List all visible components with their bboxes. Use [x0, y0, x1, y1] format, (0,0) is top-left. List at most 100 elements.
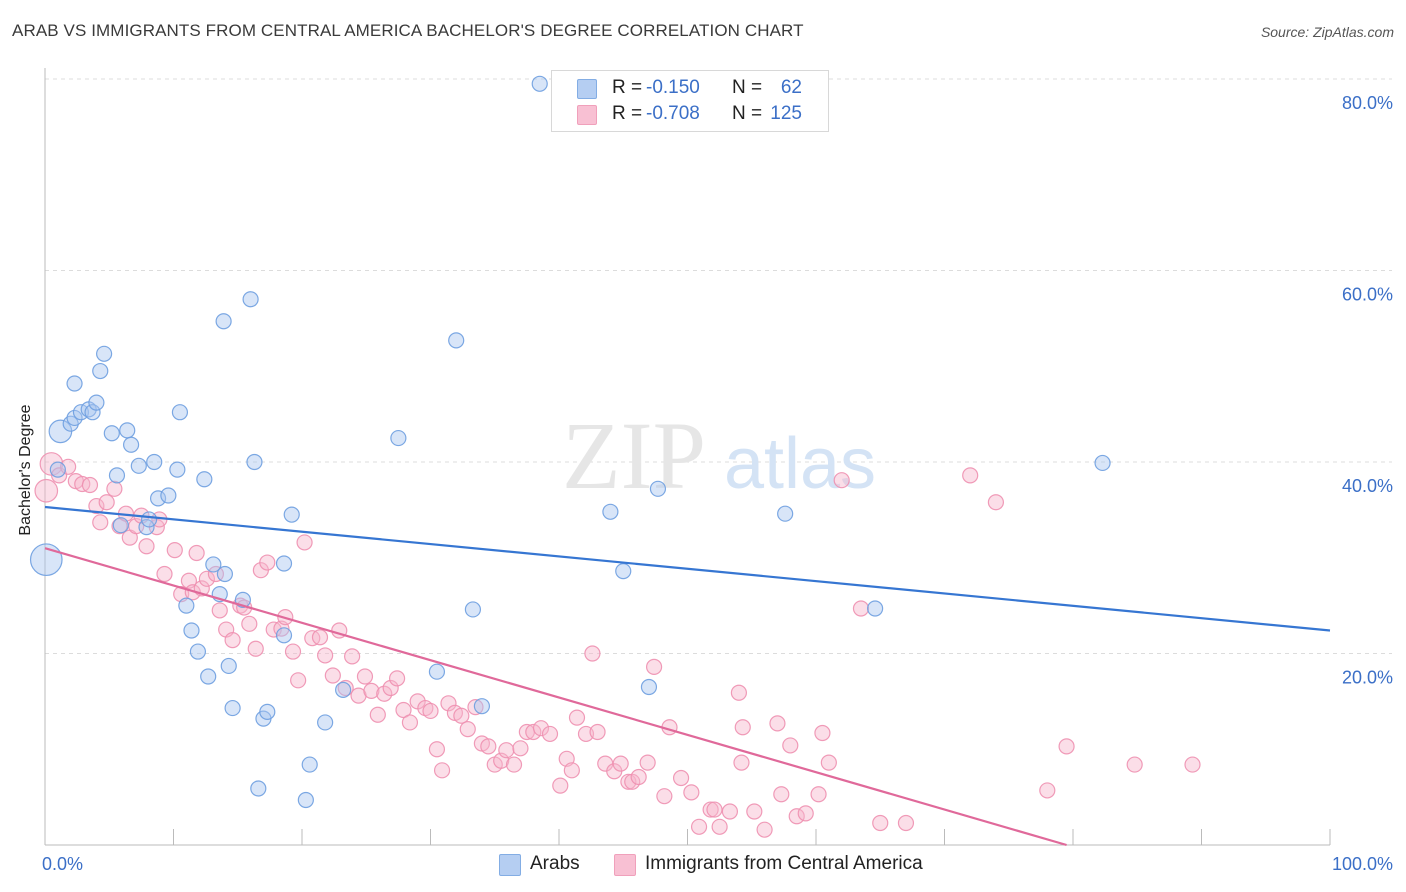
- arab-point: [473, 698, 490, 715]
- arab-point: [130, 457, 147, 474]
- central-legend-label[interactable]: Immigrants from Central America: [645, 853, 923, 874]
- series-legend: Arabs Immigrants from Central America: [0, 852, 1406, 878]
- central-america-point: [746, 803, 763, 820]
- r-label: R =: [612, 77, 643, 98]
- central-america-point: [34, 478, 59, 503]
- central-america-point: [683, 784, 700, 801]
- central-america-point: [645, 658, 663, 676]
- arab-point: [96, 345, 113, 362]
- legend-row-central: R = -0.708 N = 125: [552, 102, 828, 128]
- central-america-point: [156, 565, 173, 583]
- arabs-legend-label[interactable]: Arabs: [530, 853, 580, 874]
- central-america-point: [897, 814, 915, 832]
- central-america-point: [962, 467, 979, 484]
- arab-point: [224, 699, 241, 717]
- arab-point: [178, 597, 195, 614]
- central-america-point: [769, 715, 786, 732]
- arab-point: [205, 556, 222, 573]
- central-america-point: [376, 685, 393, 702]
- arab-point: [160, 487, 177, 504]
- central-trend-line: [44, 547, 1067, 847]
- arab-point: [335, 681, 352, 698]
- central-america-point: [810, 786, 827, 803]
- y-tick-label: 60.0%: [1342, 285, 1393, 305]
- central-america-point: [166, 541, 183, 559]
- central-america-point: [525, 723, 542, 741]
- arab-point: [171, 404, 189, 421]
- central-america-point: [382, 679, 399, 697]
- central-america-point: [395, 701, 412, 719]
- y-axis-label: Bachelor's Degree: [17, 404, 34, 536]
- central-america-point: [690, 818, 708, 835]
- arabs-swatch: [577, 79, 597, 99]
- central-america-point: [820, 754, 837, 771]
- central-america-point: [92, 514, 109, 531]
- central-america-point: [290, 672, 307, 689]
- central-america-point: [584, 645, 601, 662]
- central-america-point: [428, 741, 446, 758]
- arab-point: [250, 780, 267, 797]
- arab-point: [189, 643, 207, 660]
- central-america-point: [356, 668, 374, 685]
- arab-point: [275, 627, 293, 644]
- central-america-point: [311, 629, 329, 646]
- central-america-point: [344, 648, 361, 665]
- correlation-legend: R = -0.150 N = 62 R = -0.708 N = 125: [551, 70, 829, 132]
- central-america-point: [453, 707, 470, 724]
- y-tick-label: 80.0%: [1342, 93, 1393, 113]
- central-america-point: [198, 570, 216, 587]
- central-america-point: [756, 821, 773, 838]
- central-america-point: [422, 702, 439, 720]
- central-america-point: [672, 769, 690, 787]
- central-america-point: [852, 600, 870, 617]
- central-america-point: [656, 788, 673, 805]
- arab-point: [149, 490, 167, 507]
- central-america-point: [324, 667, 341, 684]
- central-america-point: [88, 497, 105, 515]
- arabs-legend-swatch[interactable]: [499, 854, 521, 876]
- arab-point: [1094, 454, 1111, 472]
- central-america-point: [552, 777, 569, 794]
- gridlines: [45, 78, 1392, 654]
- arab-point: [112, 517, 129, 534]
- watermark-zip: ZIP: [562, 402, 706, 509]
- central-america-point: [224, 631, 241, 649]
- r-value: -0.708: [646, 103, 700, 124]
- central-america-points: [34, 452, 1201, 838]
- central-america-point: [433, 762, 451, 779]
- arab-point: [275, 555, 293, 572]
- arab-point: [464, 601, 482, 618]
- central-swatch: [577, 105, 597, 125]
- central-america-point: [797, 805, 814, 822]
- central-legend-swatch[interactable]: [614, 854, 636, 876]
- central-america-point: [987, 494, 1005, 511]
- central-america-point: [833, 472, 850, 489]
- arab-point: [183, 622, 200, 639]
- arab-point: [649, 480, 667, 497]
- arab-point: [122, 436, 140, 453]
- arab-point: [531, 75, 548, 92]
- arab-point: [246, 453, 263, 471]
- central-america-point: [505, 756, 523, 773]
- central-america-point: [568, 709, 586, 726]
- central-america-point: [706, 801, 723, 818]
- axes: [44, 68, 1331, 846]
- central-america-point: [702, 801, 719, 818]
- arab-point: [92, 362, 109, 380]
- arab-point: [317, 714, 334, 731]
- arab-points: [29, 75, 1111, 809]
- central-america-point: [872, 814, 889, 832]
- arab-point: [428, 663, 446, 680]
- arab-point: [640, 678, 658, 696]
- central-america-point: [639, 754, 656, 771]
- central-america-point: [563, 762, 580, 779]
- n-label: N =: [732, 77, 763, 98]
- arab-point: [169, 461, 186, 478]
- n-label: N =: [732, 103, 763, 124]
- arab-point: [108, 467, 126, 484]
- arab-trend-line: [44, 505, 1331, 632]
- arab-point: [215, 313, 232, 330]
- central-america-point: [721, 803, 739, 820]
- arab-point: [216, 565, 233, 583]
- r-label: R =: [612, 103, 643, 124]
